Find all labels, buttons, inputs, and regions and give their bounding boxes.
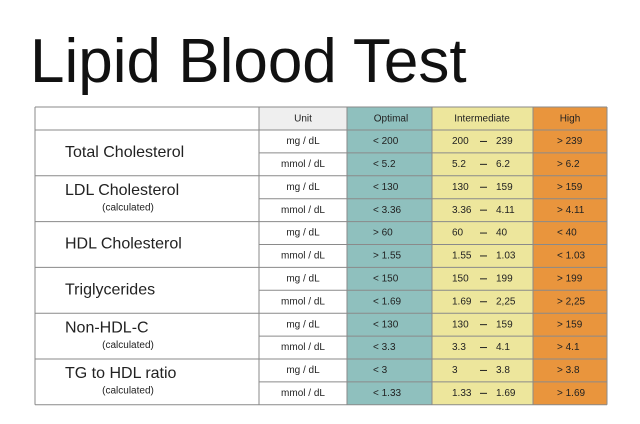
test-name: Total Cholesterol [65,144,184,161]
intermediate-low: 3.36 [452,205,472,216]
high-value: > 4.11 [557,205,585,216]
intermediate-high: 2,25 [496,296,516,307]
intermediate-high: 239 [496,136,513,147]
high-value: > 2,25 [557,296,586,307]
unit: mg / dL [286,319,320,330]
high-value: > 159 [557,319,583,330]
high-column [533,107,607,405]
high-value: > 199 [557,273,583,284]
unit-header-cell [259,107,347,130]
high-value: > 6.2 [557,159,580,170]
high-value: > 159 [557,182,583,193]
column-header: Unit [294,114,312,125]
column-header: Intermediate [454,114,510,125]
unit: mmol / dL [281,388,325,399]
test-name: Non-HDL-C [65,319,149,336]
intermediate-low: 1.33 [452,388,472,399]
unit: mmol / dL [281,342,325,353]
optimal-value: < 1.69 [373,296,402,307]
intermediate-low: 130 [452,319,469,330]
unit: mg / dL [286,365,320,376]
optimal-value: < 5.2 [373,159,396,170]
intermediate-low: 5.2 [452,159,466,170]
unit: mmol / dL [281,205,325,216]
high-value: > 239 [557,136,583,147]
optimal-value: > 60 [373,228,393,239]
high-value: > 1.69 [557,388,586,399]
optimal-value: < 3.3 [373,342,396,353]
intermediate-high: 4.1 [496,342,510,353]
unit: mmol / dL [281,159,325,170]
optimal-value: < 130 [373,319,399,330]
intermediate-high: 1.69 [496,388,516,399]
intermediate-low: 60 [452,228,464,239]
intermediate-low: 1.55 [452,251,472,262]
title: Lipid Blood Test [30,27,467,96]
high-value: > 3.8 [557,365,580,376]
test-name: LDL Cholesterol [65,182,179,199]
unit: mg / dL [286,136,320,147]
test-note: (calculated) [102,386,154,397]
unit: mg / dL [286,273,320,284]
unit: mmol / dL [281,296,325,307]
intermediate-low: 3.3 [452,342,466,353]
high-value: > 4.1 [557,342,580,353]
intermediate-low: 200 [452,136,469,147]
unit: mg / dL [286,228,320,239]
intermediate-high: 1.03 [496,251,516,262]
test-name: HDL Cholesterol [65,236,182,253]
test-note: (calculated) [102,340,154,351]
optimal-value: < 200 [373,136,399,147]
unit: mmol / dL [281,251,325,262]
intermediate-low: 1.69 [452,296,472,307]
intermediate-high: 4.11 [496,205,515,216]
optimal-value: < 1.33 [373,388,402,399]
high-value: < 1.03 [557,251,586,262]
test-note: (calculated) [102,202,154,213]
test-name: TG to HDL ratio [65,365,177,382]
intermediate-low: 130 [452,182,469,193]
intermediate-high: 159 [496,182,513,193]
optimal-value: > 1.55 [373,251,402,262]
high-value: < 40 [557,228,577,239]
intermediate-high: 6.2 [496,159,510,170]
intermediate-high: 3.8 [496,365,510,376]
intermediate-low: 150 [452,273,469,284]
optimal-column [347,107,432,405]
unit: mg / dL [286,182,320,193]
intermediate-high: 159 [496,319,513,330]
intermediate-high: 199 [496,273,513,284]
optimal-value: < 130 [373,182,399,193]
optimal-value: < 150 [373,273,399,284]
optimal-value: < 3.36 [373,205,402,216]
intermediate-low: 3 [452,365,458,376]
intermediate-high: 40 [496,228,508,239]
column-header: Optimal [374,114,408,125]
column-header: High [560,114,581,125]
optimal-value: < 3 [373,365,388,376]
test-name: Triglycerides [65,282,155,299]
